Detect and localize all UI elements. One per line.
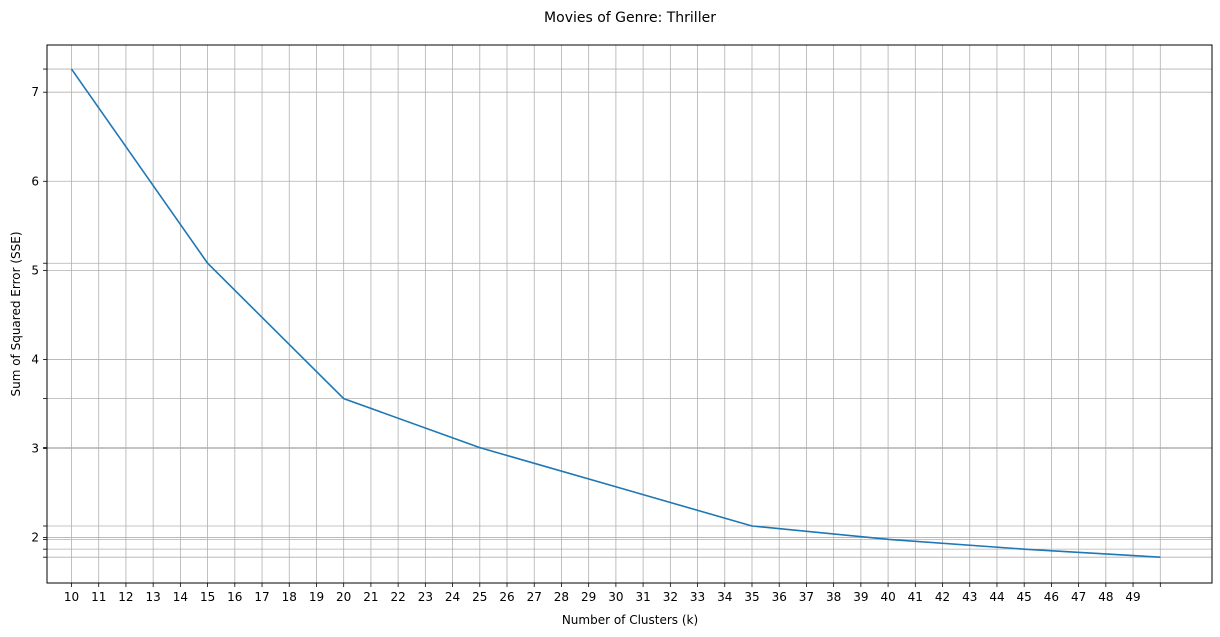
- x-tick-label: 10: [64, 590, 79, 604]
- x-axis-label: Number of Clusters (k): [562, 613, 698, 627]
- x-tick-label: 21: [363, 590, 378, 604]
- x-tick-label: 31: [635, 590, 650, 604]
- x-tick-label: 12: [118, 590, 133, 604]
- sse-series-line: [70, 68, 1161, 558]
- x-tick-label: 39: [853, 590, 868, 604]
- x-tick-label: 17: [254, 590, 269, 604]
- x-tick-label: 29: [581, 590, 596, 604]
- x-tick-label: 18: [282, 590, 297, 604]
- x-tick-label: 30: [608, 590, 623, 604]
- plot-area-frame: [46, 44, 1213, 584]
- x-tick-label: 45: [1017, 590, 1032, 604]
- x-tick-label: 43: [962, 590, 977, 604]
- series-layer: [70, 68, 1161, 558]
- x-tick-label: 44: [989, 590, 1004, 604]
- x-tick-label: 22: [390, 590, 405, 604]
- x-tick-label: 33: [690, 590, 705, 604]
- axis-ticks: 10 11 12 13 14 15 16 17 18 19 20 21 22 23 24 25 26 27 28 29…: [31, 68, 1161, 604]
- x-tick-label: 40: [880, 590, 895, 604]
- x-tick-label: 14: [173, 590, 188, 604]
- x-tick-label: 32: [663, 590, 678, 604]
- x-tick-label: 35: [744, 590, 759, 604]
- x-tick-label: 28: [554, 590, 569, 604]
- grid-lines: [47, 45, 1212, 583]
- y-tick-label: 2: [31, 531, 39, 545]
- x-tick-label: 41: [908, 590, 923, 604]
- x-tick-label: 16: [227, 590, 242, 604]
- y-tick-label: 3: [31, 442, 39, 456]
- x-tick-label: 38: [826, 590, 841, 604]
- x-tick-label: 25: [472, 590, 487, 604]
- x-tick-label: 27: [527, 590, 542, 604]
- y-tick-label: 4: [31, 352, 39, 366]
- x-tick-label: 46: [1044, 590, 1059, 604]
- x-tick-label: 48: [1098, 590, 1113, 604]
- x-tick-label: 13: [146, 590, 161, 604]
- x-tick-label: 11: [91, 590, 106, 604]
- x-tick-label: 15: [200, 590, 215, 604]
- x-tick-label: 37: [799, 590, 814, 604]
- x-tick-label: 24: [445, 590, 460, 604]
- y-tick-label: 6: [31, 174, 39, 188]
- x-tick-label: 20: [336, 590, 351, 604]
- x-tick-label: 23: [418, 590, 433, 604]
- y-axis-label: Sum of Squared Error (SSE): [9, 231, 23, 396]
- x-tick-label: 42: [935, 590, 950, 604]
- x-tick-label: 36: [772, 590, 787, 604]
- x-tick-label: 49: [1125, 590, 1140, 604]
- x-tick-label: 47: [1071, 590, 1086, 604]
- y-tick-label: 7: [31, 85, 39, 99]
- y-tick-label: 5: [31, 263, 39, 277]
- chart-title: Movies of Genre: Thriller: [544, 10, 716, 26]
- x-tick-label: 34: [717, 590, 732, 604]
- x-tick-label: 26: [499, 590, 514, 604]
- x-tick-label: 19: [309, 590, 324, 604]
